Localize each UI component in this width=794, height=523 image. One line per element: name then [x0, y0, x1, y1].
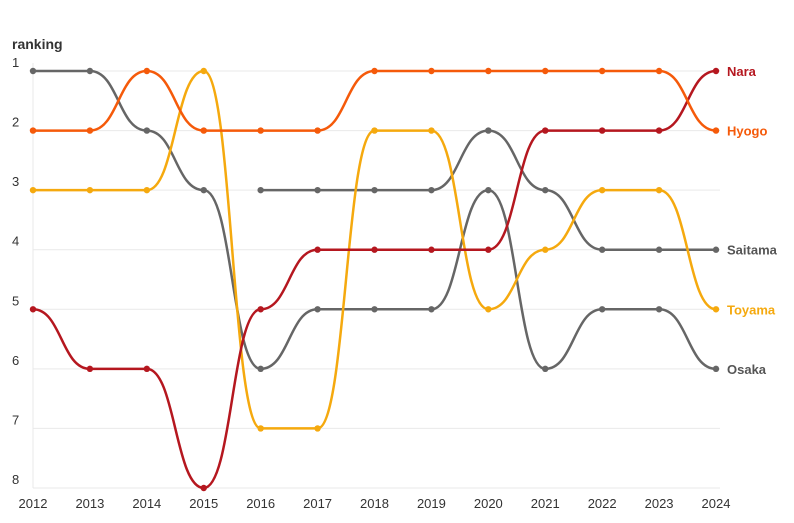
- data-point-toyama: [712, 306, 720, 313]
- data-point-nara: [257, 306, 264, 313]
- data-point-hyogo: [542, 67, 549, 75]
- data-point-nara: [143, 365, 151, 373]
- data-point-nara: [314, 246, 321, 253]
- data-point-osaka: [428, 306, 435, 313]
- series-points: [29, 67, 720, 492]
- data-point-osaka: [29, 67, 37, 75]
- series-line-osaka: [31, 69, 718, 371]
- data-point-nara: [485, 246, 492, 253]
- data-point-saitama: [542, 186, 549, 194]
- data-point-nara: [542, 127, 549, 134]
- y-tick-label: 8: [12, 472, 19, 487]
- data-point-hyogo: [314, 127, 321, 134]
- data-point-saitama: [314, 186, 321, 194]
- data-point-osaka: [143, 127, 151, 134]
- y-axis-title: ranking: [12, 36, 63, 52]
- y-tick-label: 5: [12, 293, 19, 308]
- data-point-toyama: [542, 246, 549, 253]
- data-point-toyama: [428, 127, 435, 134]
- y-tick-label: 4: [12, 234, 19, 249]
- series-labels: Saitama Osaka Toyama Nara Hyogo: [727, 64, 778, 377]
- data-point-hyogo: [598, 67, 606, 75]
- data-point-toyama: [485, 306, 492, 313]
- x-tick-label: 2012: [19, 496, 48, 511]
- data-point-osaka: [86, 67, 94, 75]
- data-point-hyogo: [200, 127, 207, 134]
- series-label-osaka: Osaka: [727, 362, 767, 377]
- x-tick-label: 2018: [360, 496, 389, 511]
- x-tick-label: 2014: [132, 496, 161, 511]
- data-point-osaka: [598, 306, 606, 313]
- data-point-toyama: [143, 186, 151, 194]
- data-point-hyogo: [86, 127, 94, 134]
- data-point-hyogo: [143, 67, 151, 75]
- series-label-saitama: Saitama: [727, 243, 778, 258]
- data-point-toyama: [29, 186, 37, 194]
- data-point-hyogo: [655, 67, 663, 75]
- data-point-hyogo: [29, 127, 37, 134]
- x-tick-label: 2024: [702, 496, 731, 511]
- x-tick-label: 2013: [75, 496, 104, 511]
- data-point-hyogo: [257, 127, 264, 134]
- data-point-hyogo: [371, 67, 378, 75]
- data-point-osaka: [200, 186, 207, 194]
- x-tick-label: 2021: [531, 496, 560, 511]
- series-line-toyama: [31, 69, 718, 430]
- series-line-hyogo: [31, 69, 718, 132]
- data-point-saitama: [598, 246, 606, 253]
- y-tick-label: 7: [12, 412, 19, 427]
- data-point-toyama: [86, 186, 94, 194]
- data-point-osaka: [314, 306, 321, 313]
- x-tick-label: 2023: [645, 496, 674, 511]
- data-point-osaka: [712, 365, 720, 373]
- data-point-osaka: [542, 365, 549, 373]
- series-line-saitama: [259, 129, 718, 251]
- data-point-toyama: [655, 186, 663, 194]
- data-point-hyogo: [485, 67, 492, 75]
- data-point-saitama: [428, 186, 435, 194]
- data-point-toyama: [598, 186, 606, 194]
- series-label-hyogo: Hyogo: [727, 124, 768, 139]
- data-point-nara: [371, 246, 378, 253]
- y-tick-label: 3: [12, 174, 19, 189]
- series-label-toyama: Toyama: [727, 302, 776, 317]
- data-point-saitama: [655, 246, 663, 253]
- data-point-saitama: [371, 186, 378, 194]
- y-tick-label: 1: [12, 55, 19, 70]
- data-point-saitama: [485, 127, 492, 134]
- x-tick-label: 2019: [417, 496, 446, 511]
- x-axis-ticks: 2012 2013 2014 2015 2016 2017 2018 2019 2020 2021…: [19, 496, 731, 511]
- data-point-nara: [598, 127, 606, 134]
- data-point-saitama: [257, 186, 264, 194]
- data-point-nara: [29, 306, 37, 313]
- data-point-hyogo: [428, 67, 435, 75]
- data-point-nara: [655, 127, 663, 134]
- data-point-saitama: [712, 246, 720, 253]
- series-line-nara: [31, 69, 718, 490]
- data-point-toyama: [371, 127, 378, 134]
- data-point-toyama: [257, 425, 264, 432]
- x-tick-label: 2015: [189, 496, 218, 511]
- data-point-osaka: [257, 365, 264, 373]
- data-point-toyama: [314, 425, 321, 432]
- data-point-nara: [200, 484, 207, 492]
- data-point-nara: [712, 67, 720, 75]
- y-tick-label: 2: [12, 115, 19, 130]
- series-label-nara: Nara: [727, 64, 757, 79]
- y-tick-label: 6: [12, 353, 19, 368]
- data-point-osaka: [371, 306, 378, 313]
- data-point-osaka: [485, 186, 492, 194]
- data-point-nara: [86, 365, 94, 373]
- y-axis-ticks: 1 2 3 4 5 6 7 8: [12, 55, 19, 487]
- data-point-nara: [428, 246, 435, 253]
- x-tick-label: 2017: [303, 496, 332, 511]
- data-point-hyogo: [712, 127, 720, 134]
- data-point-toyama: [200, 67, 207, 75]
- x-tick-label: 2016: [246, 496, 275, 511]
- x-tick-label: 2020: [474, 496, 503, 511]
- x-tick-label: 2022: [588, 496, 617, 511]
- data-point-osaka: [655, 306, 663, 313]
